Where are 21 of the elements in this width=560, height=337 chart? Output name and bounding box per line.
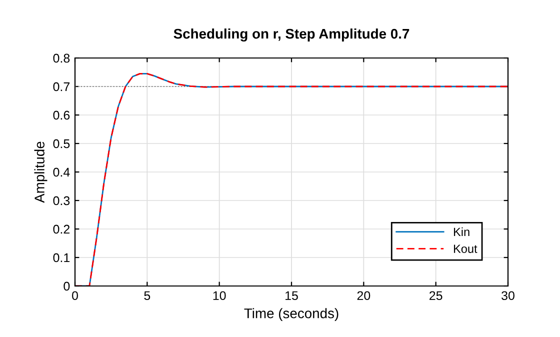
x-axis-title: Time (seconds)	[244, 308, 338, 322]
y-tick-label: 0.6	[53, 110, 70, 120]
y-axis-title: Amplitude	[34, 142, 48, 203]
y-tick-label: 0.1	[53, 253, 70, 262]
x-tick-label: 10	[213, 291, 226, 300]
legend-label: Kin	[454, 227, 470, 236]
chart-title: Scheduling on r, Step Amplitude 0.7	[174, 28, 410, 42]
y-tick-label: 0.2	[53, 224, 70, 234]
x-tick-label: 20	[357, 291, 370, 300]
y-tick-label: 0.4	[53, 168, 70, 177]
y-tick-label: 0.8	[53, 54, 70, 63]
x-tick-label: 0	[72, 291, 78, 300]
x-tick-label: 5	[144, 291, 150, 300]
legend-label: Kout	[454, 244, 478, 253]
y-tick-label: 0.3	[53, 196, 70, 206]
x-tick-label: 25	[430, 291, 442, 300]
y-tick-label: 0.5	[53, 139, 70, 148]
y-tick-label: 0.7	[53, 82, 70, 92]
x-tick-label: 30	[502, 291, 514, 300]
x-tick-label: 15	[286, 291, 298, 300]
y-tick-label: 0	[64, 282, 70, 291]
